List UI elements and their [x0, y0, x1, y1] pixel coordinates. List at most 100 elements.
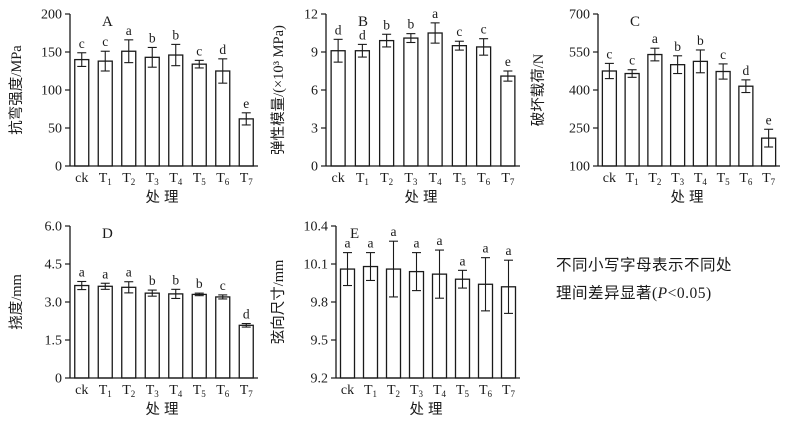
- y-axis-title: 弦向尺寸/mm: [270, 259, 287, 344]
- bar: [475, 46, 492, 167]
- error-bar: [718, 63, 728, 80]
- y-tick-label: 9: [311, 46, 318, 61]
- error-bar: [100, 282, 110, 290]
- significance-letter: d: [359, 27, 366, 42]
- y-tick-label: 100: [41, 84, 62, 99]
- significance-letter: b: [196, 276, 203, 291]
- bar-group-ck: a: [74, 264, 90, 379]
- bar-group-T7: a: [500, 243, 517, 379]
- error-bar: [124, 39, 134, 64]
- significance-letter: a: [506, 243, 512, 258]
- y-tick-label: 700: [569, 8, 590, 23]
- significance-letter: b: [697, 33, 704, 48]
- significance-note: 不同小写字母表示不同处 理间差异显著(P<0.05): [556, 252, 784, 308]
- significance-letter: c: [456, 24, 462, 39]
- x-category-label: T7: [240, 171, 254, 187]
- bar: [121, 286, 137, 379]
- error-bar: [695, 49, 705, 74]
- x-axis-title: 处理: [146, 189, 183, 206]
- bar: [354, 50, 371, 167]
- x-category-label: T6: [216, 171, 230, 187]
- panel-letter: D: [102, 226, 113, 242]
- y-tick-label: 150: [41, 46, 62, 61]
- error-bar: [147, 289, 157, 297]
- bar: [168, 293, 184, 379]
- bar: [403, 37, 419, 167]
- x-category-label: T4: [169, 383, 183, 399]
- bar-group-T6: d: [215, 42, 231, 167]
- bar: [601, 70, 618, 167]
- x-category-label: T1: [99, 383, 112, 399]
- bar: [74, 58, 90, 167]
- bar-group-T5: c: [191, 43, 207, 167]
- bar: [168, 54, 184, 167]
- significance-letter: a: [437, 233, 443, 248]
- y-axis-ticks: 0 50 100 150 200: [41, 8, 70, 175]
- y-tick-label: 10.4: [304, 220, 329, 235]
- bar: [191, 63, 207, 167]
- error-bar: [412, 252, 421, 292]
- significance-letter: a: [368, 236, 374, 251]
- significance-letter: a: [483, 241, 489, 256]
- significance-letter: c: [196, 43, 202, 58]
- error-bar: [147, 46, 157, 68]
- y-axis-title: 弹性模量/(×10³ MPa): [270, 25, 287, 155]
- bar: [378, 39, 395, 167]
- error-bar: [382, 33, 392, 48]
- error-bar: [479, 38, 489, 56]
- x-category-label: T5: [456, 383, 470, 399]
- x-category-label: T1: [364, 383, 377, 399]
- error-bar: [673, 55, 683, 75]
- error-bar: [77, 280, 87, 291]
- chart-panel-b-elastic-modulus: d ck d T1 b T2 b T3 a T4 c T5 c T6 e T7 0 3 6 9 12 B 弹性模量/(×10…: [268, 4, 526, 212]
- error-bar: [406, 33, 416, 44]
- y-tick-label: 9.8: [311, 296, 329, 311]
- significance-letter: b: [172, 272, 179, 287]
- x-category-label: T7: [240, 383, 254, 399]
- bar-group-ck: d: [330, 22, 346, 167]
- bar-group-T1: d: [354, 27, 371, 167]
- bar-group-T7: d: [238, 307, 254, 379]
- error-bar: [124, 281, 134, 294]
- x-category-label: T2: [380, 171, 393, 187]
- bar: [97, 60, 113, 167]
- bar-group-T1: c: [97, 34, 113, 167]
- bar-group-T6: c: [215, 278, 231, 379]
- error-bar: [241, 112, 251, 126]
- error-bar: [77, 52, 87, 67]
- bar: [121, 50, 137, 167]
- bar-group-T1: c: [624, 53, 640, 167]
- bar-group-T5: c: [715, 47, 731, 167]
- error-bar: [333, 38, 343, 63]
- y-tick-label: 6.0: [45, 220, 63, 235]
- x-category-label: ck: [341, 383, 354, 398]
- x-category-label: T2: [122, 383, 135, 399]
- y-tick-label: 12: [304, 8, 318, 23]
- bar-group-T6: c: [475, 22, 492, 167]
- bar-group-T3: b: [403, 17, 419, 167]
- bar: [624, 72, 640, 167]
- significance-letter: e: [766, 112, 772, 127]
- y-tick-label: 50: [48, 122, 62, 137]
- bar-group-T3: b: [669, 39, 686, 167]
- error-bar: [218, 58, 228, 84]
- error-bar: [357, 43, 367, 58]
- y-tick-label: 250: [569, 122, 590, 137]
- significance-letter: c: [629, 53, 635, 68]
- bar-group-T4: b: [168, 27, 184, 167]
- x-axis-title: 处理: [410, 401, 447, 418]
- significance-letter: d: [335, 22, 342, 37]
- bar-group-ck: a: [339, 236, 356, 379]
- x-category-label: T1: [356, 171, 369, 187]
- bar-group-T4: a: [431, 233, 448, 379]
- x-category-label: ck: [603, 171, 616, 186]
- significance-letter: c: [481, 22, 487, 37]
- bar-group-ck: c: [601, 46, 618, 167]
- y-axis-title: 抗弯强度/MPa: [8, 45, 25, 135]
- x-category-label: T1: [626, 171, 639, 187]
- error-bar: [650, 47, 660, 62]
- y-tick-label: 3.0: [45, 296, 63, 311]
- bar: [647, 53, 663, 167]
- bar-group-T6: a: [477, 241, 494, 379]
- y-tick-label: 1.5: [45, 334, 63, 349]
